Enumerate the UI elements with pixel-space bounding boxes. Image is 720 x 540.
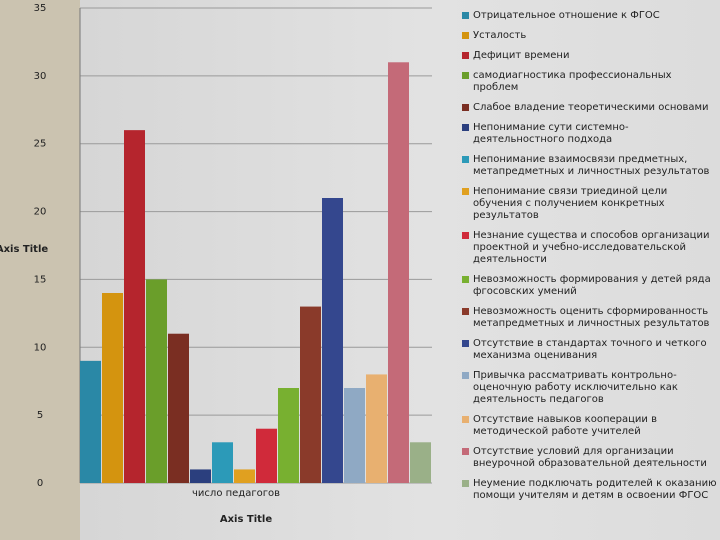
y-tick-label: 10 xyxy=(34,342,47,353)
legend-label: Неумение подключать родителей к оказанию… xyxy=(473,478,717,501)
legend-swatch xyxy=(462,308,469,315)
bar xyxy=(278,388,299,483)
legend-item: Непонимание взаимосвязи предметных, мета… xyxy=(462,154,717,178)
y-tick-label: 5 xyxy=(37,410,43,421)
legend-swatch xyxy=(462,480,469,487)
legend-item: Невозможность формирования у детей ряда … xyxy=(462,274,717,298)
legend-label: Усталость xyxy=(473,30,527,41)
legend-item: Отсутствие условий для организации внеур… xyxy=(462,446,717,470)
bar xyxy=(322,198,343,483)
legend-label: Отсутствие в стандартах точного и четког… xyxy=(473,338,707,361)
bar xyxy=(256,428,277,483)
legend-label: Слабое владение теоретическими основами xyxy=(473,102,709,113)
legend-label: Незнание существа и способов организации… xyxy=(473,230,710,265)
legend-swatch xyxy=(462,12,469,19)
legend-item: Отсутствие навыков кооперации в методиче… xyxy=(462,414,717,438)
legend-item: Незнание существа и способов организации… xyxy=(462,230,717,266)
legend-item: Отсутствие в стандартах точного и четког… xyxy=(462,338,717,362)
y-tick-label: 15 xyxy=(34,274,47,285)
legend-label: Непонимание связи триединой цели обучени… xyxy=(473,186,668,221)
legend-label: Отсутствие условий для организации внеур… xyxy=(473,446,707,469)
x-axis-title: Axis Title xyxy=(220,514,273,525)
legend-label: самодиагностика профессиональных проблем xyxy=(473,70,672,93)
x-tick-label: число педагогов xyxy=(192,488,280,499)
legend-swatch xyxy=(462,156,469,163)
y-tick-label: 30 xyxy=(34,71,47,82)
bar xyxy=(124,130,145,483)
bar xyxy=(102,293,123,483)
y-tick-label: 25 xyxy=(34,139,47,150)
legend-label: Невозможность оценить сформированность м… xyxy=(473,306,710,329)
y-tick-label: 20 xyxy=(34,207,47,218)
legend-item: Непонимание сути системно-деятельностног… xyxy=(462,122,717,146)
legend-label: Непонимание взаимосвязи предметных, мета… xyxy=(473,154,710,177)
legend-swatch xyxy=(462,188,469,195)
legend-item: Непонимание связи триединой цели обучени… xyxy=(462,186,717,222)
legend: Отрицательное отношение к ФГОС Усталость Д… xyxy=(462,10,717,502)
bar xyxy=(190,469,211,483)
legend-item: Отрицательное отношение к ФГОС xyxy=(462,10,717,22)
legend-swatch xyxy=(462,32,469,39)
legend-item: Слабое владение теоретическими основами xyxy=(462,102,717,114)
bar xyxy=(344,388,365,483)
legend-swatch xyxy=(462,416,469,423)
legend-item: Неумение подключать родителей к оказанию… xyxy=(462,478,717,502)
legend-swatch xyxy=(462,276,469,283)
legend-swatch xyxy=(462,372,469,379)
legend-item: самодиагностика профессиональных проблем xyxy=(462,70,717,94)
y-tick-label: 0 xyxy=(37,478,43,489)
left-panel xyxy=(0,0,80,540)
bar xyxy=(410,442,431,483)
legend-item: Привычка рассматривать контрольно-оценоч… xyxy=(462,370,717,406)
legend-swatch xyxy=(462,72,469,79)
legend-label: Отсутствие навыков кооперации в методиче… xyxy=(473,414,657,437)
legend-swatch xyxy=(462,124,469,131)
legend-label: Отрицательное отношение к ФГОС xyxy=(473,10,660,21)
legend-swatch xyxy=(462,52,469,59)
legend-item: Дефицит времени xyxy=(462,50,717,62)
bar xyxy=(80,360,101,483)
legend-label: Дефицит времени xyxy=(473,50,570,61)
legend-swatch xyxy=(462,104,469,111)
legend-label: Невозможность формирования у детей ряда … xyxy=(473,274,711,297)
legend-swatch xyxy=(462,232,469,239)
bar xyxy=(388,62,409,484)
legend-item: Невозможность оценить сформированность м… xyxy=(462,306,717,330)
legend-label: Привычка рассматривать контрольно-оценоч… xyxy=(473,370,678,405)
legend-swatch xyxy=(462,340,469,347)
legend-label: Непонимание сути системно-деятельностног… xyxy=(473,122,629,145)
bar xyxy=(366,374,387,483)
y-tick-label: 35 xyxy=(34,3,47,14)
legend-item: Усталость xyxy=(462,30,717,42)
bar xyxy=(146,279,167,483)
y-axis-title: Axis Title xyxy=(0,244,48,255)
bar xyxy=(212,442,233,483)
bar xyxy=(234,469,255,483)
legend-swatch xyxy=(462,448,469,455)
bar xyxy=(168,333,189,483)
bar xyxy=(300,306,321,483)
